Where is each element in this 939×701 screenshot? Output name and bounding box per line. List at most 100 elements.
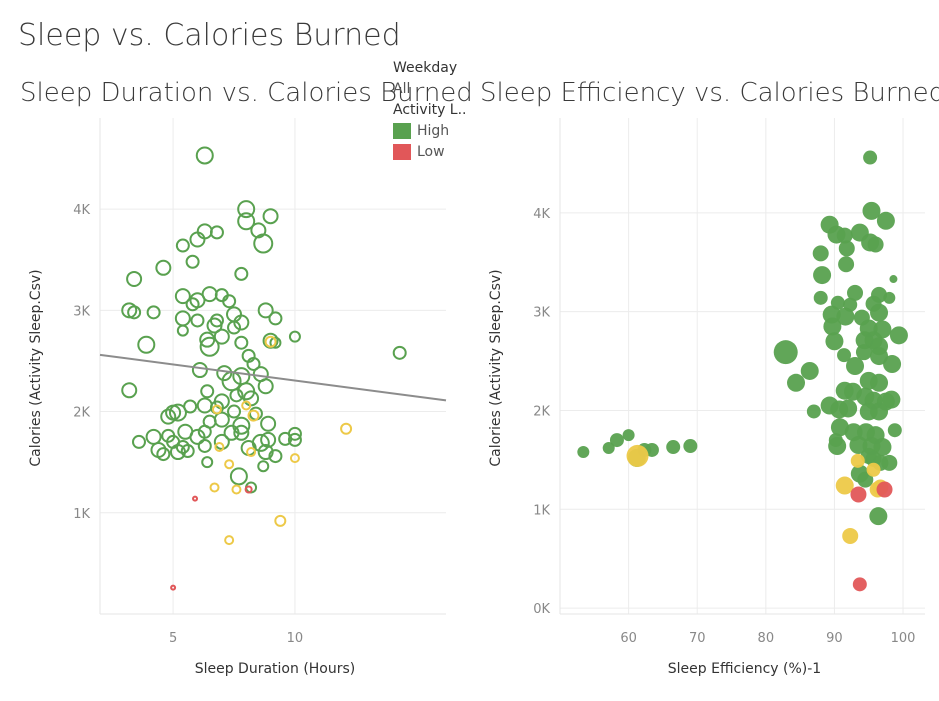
data-point[interactable] <box>870 373 889 392</box>
data-point[interactable] <box>830 418 849 437</box>
data-point[interactable] <box>287 432 302 447</box>
data-point[interactable] <box>145 428 162 445</box>
data-point[interactable] <box>227 404 242 419</box>
data-point[interactable] <box>340 422 353 435</box>
data-point[interactable] <box>131 434 146 449</box>
data-point[interactable] <box>257 302 274 319</box>
data-point[interactable] <box>268 449 283 464</box>
data-point[interactable] <box>847 284 864 301</box>
data-point[interactable] <box>870 347 889 366</box>
data-point[interactable] <box>174 310 191 327</box>
data-point[interactable] <box>836 307 855 326</box>
data-point[interactable] <box>838 256 855 273</box>
data-point[interactable] <box>137 335 156 354</box>
data-point[interactable] <box>392 345 407 360</box>
data-point[interactable] <box>823 317 842 336</box>
data-point[interactable] <box>233 424 250 441</box>
data-point[interactable] <box>190 313 205 328</box>
trend-line[interactable] <box>99 353 447 402</box>
data-point[interactable] <box>806 404 821 419</box>
data-point[interactable] <box>825 332 844 351</box>
data-point[interactable] <box>800 361 819 380</box>
data-point[interactable] <box>126 270 143 287</box>
data-point[interactable] <box>246 447 257 458</box>
data-point[interactable] <box>209 482 220 493</box>
data-point[interactable] <box>170 584 177 591</box>
data-point[interactable] <box>260 415 277 432</box>
data-point[interactable] <box>262 208 279 225</box>
data-point[interactable] <box>839 399 858 418</box>
data-point[interactable] <box>189 231 206 248</box>
data-point[interactable] <box>155 259 172 276</box>
data-point[interactable] <box>244 485 253 494</box>
data-point[interactable] <box>121 382 138 399</box>
data-point[interactable] <box>224 535 235 546</box>
data-point[interactable] <box>838 240 855 257</box>
data-point[interactable] <box>231 484 242 495</box>
data-point[interactable] <box>842 527 859 544</box>
data-point[interactable] <box>852 577 867 592</box>
data-point[interactable] <box>813 266 832 285</box>
data-point[interactable] <box>867 236 884 253</box>
data-point[interactable] <box>199 336 220 357</box>
data-point[interactable] <box>176 324 189 337</box>
data-point[interactable] <box>168 403 187 422</box>
data-point[interactable] <box>241 400 252 411</box>
data-point[interactable] <box>175 238 190 253</box>
data-point[interactable] <box>185 254 200 269</box>
data-point[interactable] <box>268 311 283 326</box>
data-point[interactable] <box>196 397 213 414</box>
data-point[interactable] <box>577 445 590 458</box>
data-point[interactable] <box>227 320 242 335</box>
data-point[interactable] <box>191 362 208 379</box>
data-point[interactable] <box>257 444 274 461</box>
data-point[interactable] <box>213 411 230 428</box>
data-point[interactable] <box>174 288 191 305</box>
data-point[interactable] <box>889 275 898 284</box>
data-point[interactable] <box>237 212 256 231</box>
data-point[interactable] <box>234 335 249 350</box>
data-point[interactable] <box>828 437 847 456</box>
data-point[interactable] <box>206 317 223 334</box>
data-point[interactable] <box>866 462 881 477</box>
data-point[interactable] <box>237 200 256 219</box>
data-point[interactable] <box>288 330 301 343</box>
data-point[interactable] <box>622 429 635 442</box>
data-point[interactable] <box>214 441 225 452</box>
data-point[interactable] <box>189 292 206 309</box>
data-point[interactable] <box>192 495 199 502</box>
data-point[interactable] <box>862 201 881 220</box>
data-point[interactable] <box>189 428 206 445</box>
data-point[interactable] <box>180 444 195 459</box>
data-point[interactable] <box>247 409 260 422</box>
data-point[interactable] <box>835 476 854 495</box>
data-point[interactable] <box>223 424 240 441</box>
data-point[interactable] <box>883 291 896 304</box>
data-point[interactable] <box>773 340 798 365</box>
data-point[interactable] <box>602 442 615 455</box>
data-point[interactable] <box>257 378 274 395</box>
data-point[interactable] <box>260 431 277 448</box>
data-point[interactable] <box>626 444 649 467</box>
data-point[interactable] <box>269 336 282 349</box>
data-point[interactable] <box>199 331 216 348</box>
data-point[interactable] <box>881 454 898 471</box>
data-point[interactable] <box>876 211 895 230</box>
data-point[interactable] <box>211 404 222 415</box>
data-point[interactable] <box>195 146 214 165</box>
data-point[interactable] <box>287 426 302 441</box>
data-point[interactable] <box>855 344 872 361</box>
data-point[interactable] <box>863 150 878 165</box>
data-point[interactable] <box>289 453 300 464</box>
data-point[interactable] <box>609 433 624 448</box>
data-point[interactable] <box>887 423 902 438</box>
data-point[interactable] <box>160 408 177 425</box>
data-point[interactable] <box>213 328 230 345</box>
data-point[interactable] <box>889 326 908 345</box>
data-point[interactable] <box>224 459 235 470</box>
data-point[interactable] <box>666 440 681 455</box>
data-point[interactable] <box>882 390 901 409</box>
data-point[interactable] <box>787 373 806 392</box>
data-point[interactable] <box>857 471 874 488</box>
legend-item-high[interactable]: High <box>393 123 467 139</box>
